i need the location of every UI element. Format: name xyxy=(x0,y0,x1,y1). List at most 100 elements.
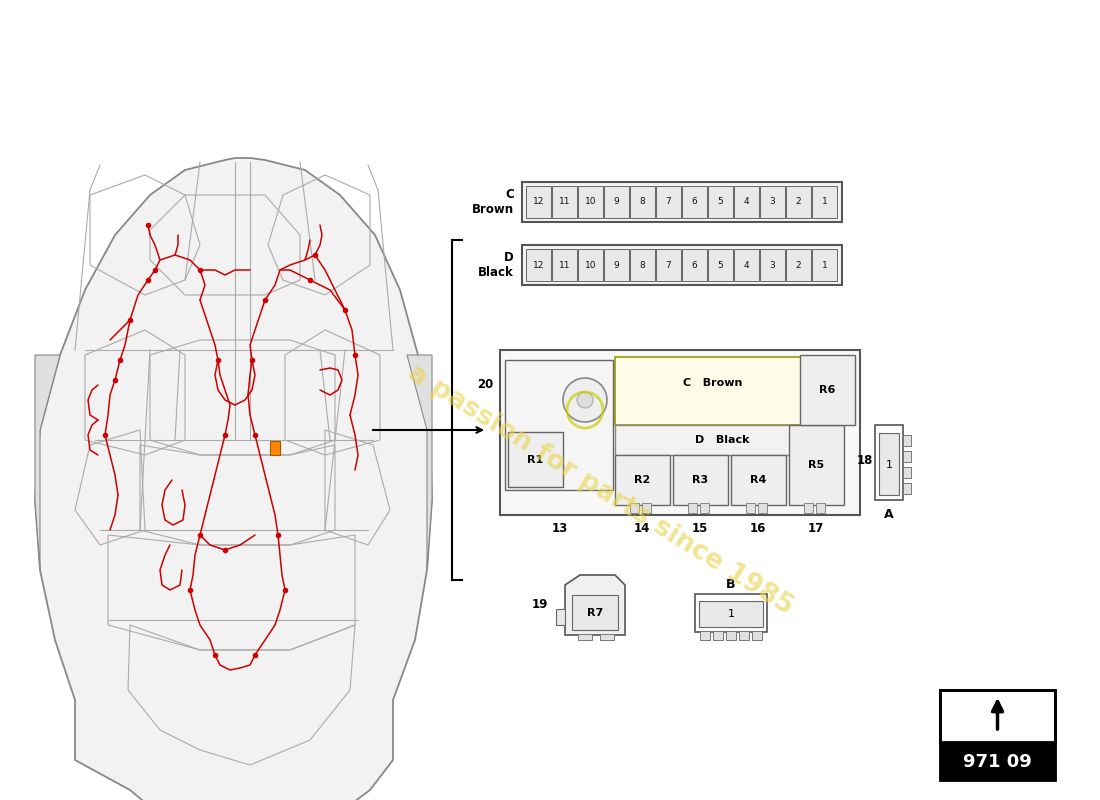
Bar xyxy=(800,355,855,425)
Bar xyxy=(500,350,860,515)
Text: 4: 4 xyxy=(744,198,749,206)
Bar xyxy=(630,249,654,281)
Text: 7: 7 xyxy=(666,198,671,206)
Bar xyxy=(752,631,762,640)
Bar xyxy=(630,186,654,218)
Bar xyxy=(630,503,639,513)
Text: 9: 9 xyxy=(614,261,619,270)
Bar xyxy=(816,503,825,513)
Bar xyxy=(526,186,551,218)
Text: 17: 17 xyxy=(807,522,824,535)
Bar xyxy=(578,634,592,640)
Bar xyxy=(874,425,903,500)
Bar xyxy=(552,249,578,281)
Bar xyxy=(732,455,786,505)
Text: 12: 12 xyxy=(532,198,544,206)
Bar xyxy=(270,441,280,455)
Bar xyxy=(698,601,763,627)
Bar xyxy=(940,690,1055,780)
Bar xyxy=(940,742,1055,780)
Text: 5: 5 xyxy=(717,198,724,206)
Text: 6: 6 xyxy=(692,261,697,270)
Text: 7: 7 xyxy=(666,261,671,270)
Text: 14: 14 xyxy=(634,522,650,535)
Text: 16: 16 xyxy=(750,522,767,535)
Text: 13: 13 xyxy=(552,522,568,535)
Polygon shape xyxy=(565,575,625,635)
Text: 971 09: 971 09 xyxy=(964,753,1032,771)
Bar xyxy=(604,249,629,281)
Bar xyxy=(522,182,842,222)
Bar xyxy=(812,249,837,281)
Bar xyxy=(572,595,618,630)
Bar xyxy=(804,503,813,513)
Bar xyxy=(746,503,755,513)
Text: 11: 11 xyxy=(559,261,570,270)
Text: 2: 2 xyxy=(795,261,801,270)
Text: 1: 1 xyxy=(886,460,892,470)
Bar xyxy=(708,249,733,281)
Text: 4: 4 xyxy=(744,261,749,270)
Bar xyxy=(726,631,736,640)
Text: 5: 5 xyxy=(717,261,724,270)
Text: 12: 12 xyxy=(532,261,544,270)
Text: 1: 1 xyxy=(822,261,827,270)
Text: a passion for parts since 1985: a passion for parts since 1985 xyxy=(403,360,798,620)
Polygon shape xyxy=(35,158,432,800)
Text: 8: 8 xyxy=(639,198,646,206)
Text: 6: 6 xyxy=(692,198,697,206)
Text: C   Brown: C Brown xyxy=(683,378,743,388)
Bar xyxy=(812,186,837,218)
Bar xyxy=(879,433,899,495)
Text: A: A xyxy=(884,507,894,521)
Bar xyxy=(682,249,707,281)
Text: R3: R3 xyxy=(692,475,708,485)
Bar xyxy=(522,245,842,285)
Text: 8: 8 xyxy=(639,261,646,270)
Bar xyxy=(604,186,629,218)
Bar xyxy=(760,249,785,281)
Text: 10: 10 xyxy=(585,198,596,206)
Text: R5: R5 xyxy=(807,460,824,470)
Bar xyxy=(578,186,603,218)
Text: 1: 1 xyxy=(822,198,827,206)
Text: 18: 18 xyxy=(857,454,873,466)
Bar xyxy=(713,631,723,640)
Bar xyxy=(734,186,759,218)
Circle shape xyxy=(563,378,607,422)
Bar xyxy=(903,483,911,494)
Bar xyxy=(556,609,565,625)
Bar xyxy=(700,503,710,513)
Bar xyxy=(903,467,911,478)
Text: 3: 3 xyxy=(770,198,776,206)
Text: 19: 19 xyxy=(531,598,548,611)
Bar xyxy=(786,249,811,281)
Text: 15: 15 xyxy=(692,522,708,535)
Bar xyxy=(734,249,759,281)
Text: 9: 9 xyxy=(614,198,619,206)
Bar xyxy=(505,360,613,490)
Bar xyxy=(688,503,697,513)
Text: R2: R2 xyxy=(634,475,650,485)
Text: 2: 2 xyxy=(795,198,801,206)
Text: R1: R1 xyxy=(527,455,543,465)
Text: R7: R7 xyxy=(587,608,603,618)
Bar xyxy=(615,425,830,455)
Bar xyxy=(600,634,614,640)
Bar xyxy=(739,631,749,640)
Bar xyxy=(903,451,911,462)
Bar xyxy=(508,432,563,487)
Text: 10: 10 xyxy=(585,261,596,270)
Text: R6: R6 xyxy=(818,385,835,395)
Bar xyxy=(682,186,707,218)
Bar xyxy=(615,357,830,425)
Text: C
Brown: C Brown xyxy=(472,188,514,216)
Circle shape xyxy=(578,392,593,408)
Text: 1: 1 xyxy=(727,609,735,619)
Bar xyxy=(700,631,710,640)
Text: 11: 11 xyxy=(559,198,570,206)
Polygon shape xyxy=(407,355,432,570)
Bar xyxy=(758,503,767,513)
Bar xyxy=(615,455,670,505)
Bar xyxy=(526,249,551,281)
